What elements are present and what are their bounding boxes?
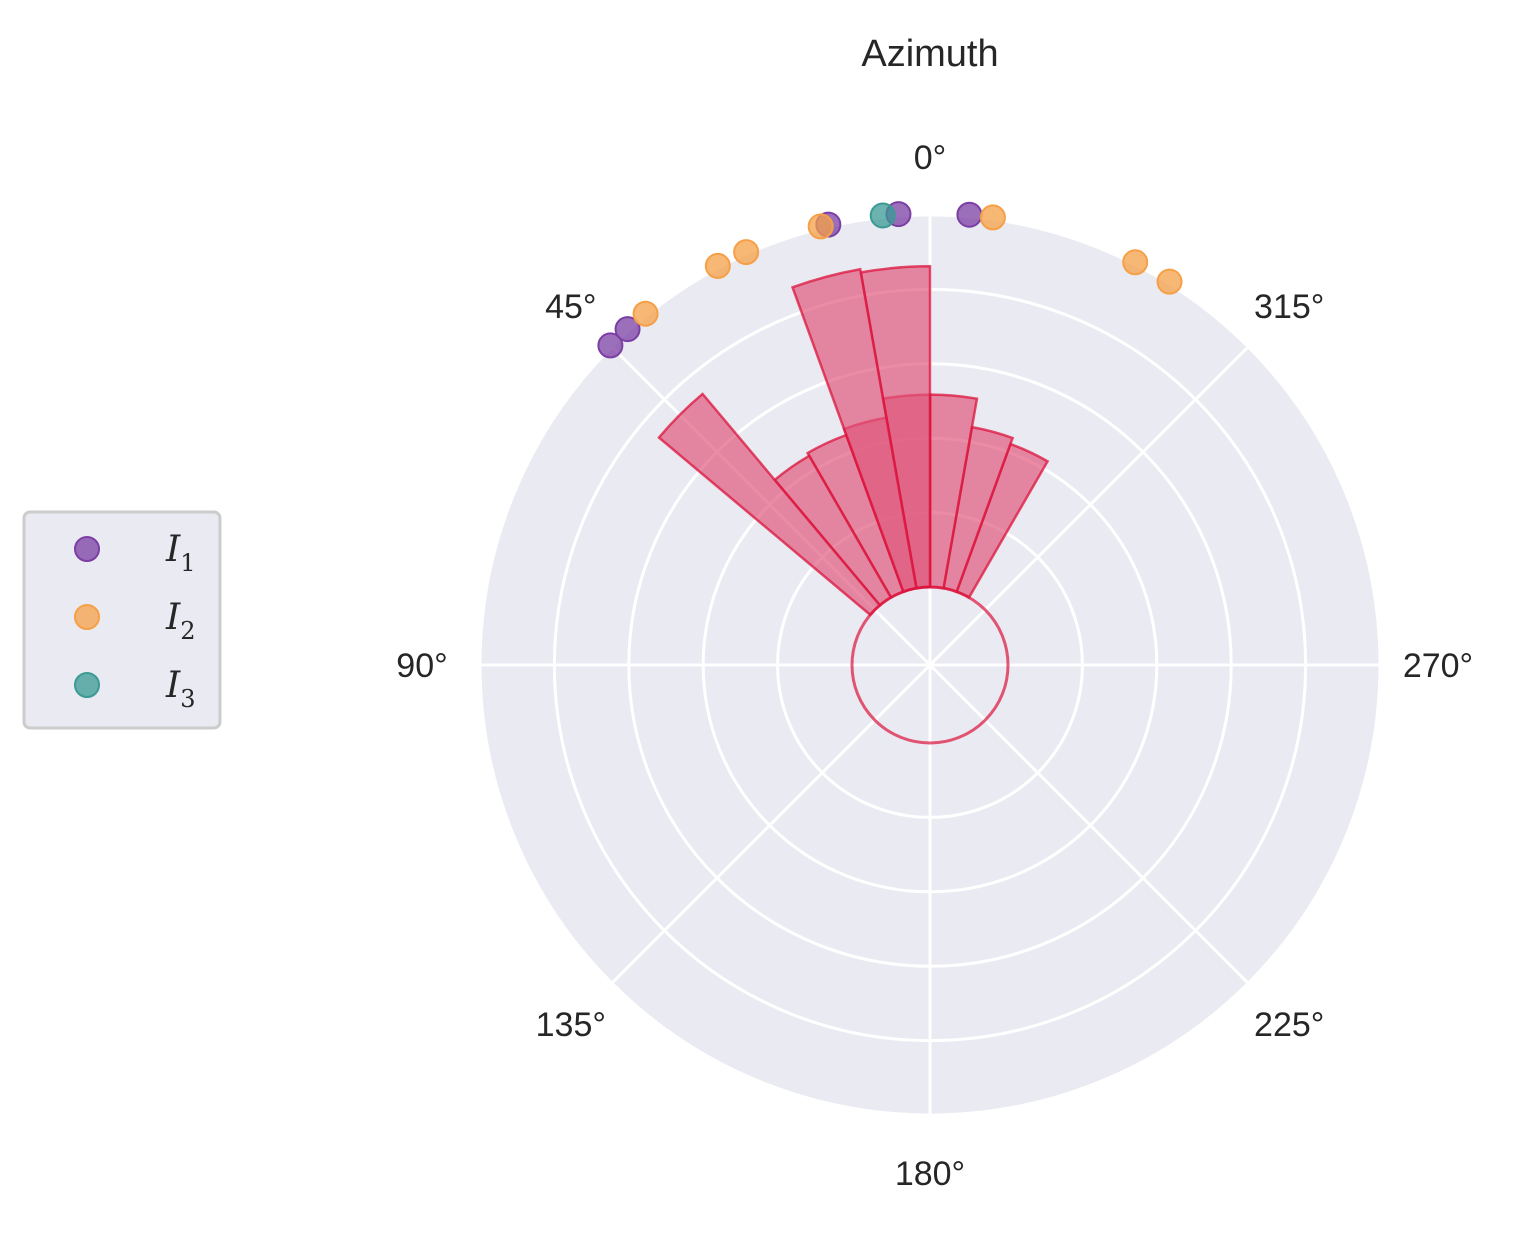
scatter-point-i2 [704, 252, 731, 279]
legend-marker-i1 [74, 536, 100, 562]
legend-label-subscript: 1 [180, 549, 195, 577]
scatter-point-i2 [1156, 268, 1183, 295]
legend-label-subscript: 2 [180, 617, 195, 645]
scatter-point-i1 [597, 332, 624, 359]
scatter-point-i1 [956, 201, 983, 228]
scatter-point-i2 [632, 300, 659, 327]
inner-hole-ring [850, 585, 1010, 745]
scatter-point-i2 [807, 213, 834, 240]
histogram-bars [657, 265, 1050, 745]
theta-tick-label: 45° [545, 288, 596, 326]
scatter-point-i1 [614, 316, 641, 343]
angular-gridline [928, 663, 1250, 985]
scatter-point-i2 [733, 239, 760, 266]
angular-gridline [610, 663, 932, 985]
legend-label-subscript: 3 [180, 685, 195, 713]
scatter-point-i3 [869, 202, 896, 229]
angular-gridline [928, 345, 1250, 667]
theta-tick-label: 180° [895, 1155, 965, 1193]
theta-tick-label: 225° [1254, 1006, 1324, 1044]
theta-tick-label: 270° [1403, 647, 1473, 685]
theta-tick-label: 0° [914, 139, 947, 177]
theta-tick-label: 315° [1254, 288, 1324, 326]
scatter-point-i2 [1122, 249, 1149, 276]
legend-label-i2: I2 [165, 597, 196, 645]
theta-tick-label: 135° [536, 1006, 606, 1044]
theta-tick-labels: 0° 45° 90° 135° 180° 225° 270° 315° [396, 139, 1473, 1193]
legend-marker-i2 [74, 604, 100, 630]
chart-title: Azimuth [861, 33, 998, 75]
legend-marker-i3 [74, 672, 100, 698]
scatter-point-i2 [979, 204, 1006, 231]
theta-tick-label: 90° [396, 647, 447, 685]
legend-box [22, 510, 222, 730]
scatter-points [597, 201, 1183, 359]
